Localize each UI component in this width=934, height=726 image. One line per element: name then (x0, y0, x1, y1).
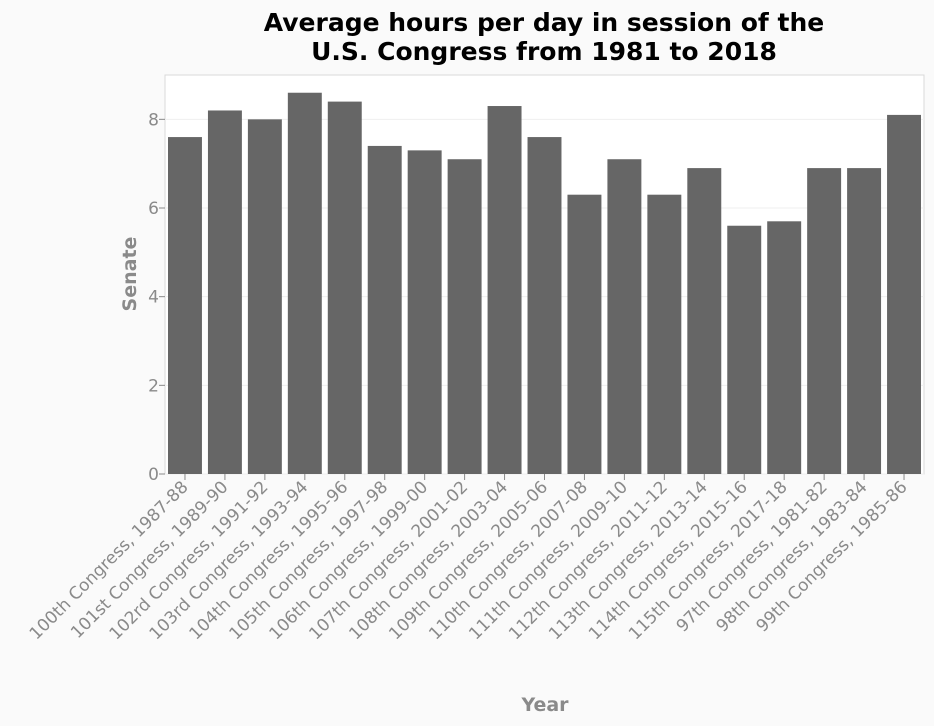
bar (807, 168, 842, 474)
bar (647, 194, 682, 474)
y-tick-label: 2 (148, 376, 159, 396)
bar (168, 137, 202, 475)
bar (727, 225, 762, 474)
bar (487, 106, 522, 475)
bar (287, 92, 322, 474)
bar (527, 137, 562, 475)
bar (607, 159, 642, 474)
y-tick-label: 0 (148, 465, 159, 485)
y-tick-label: 4 (148, 288, 159, 308)
bar (207, 110, 242, 474)
bar (567, 194, 602, 474)
bar (887, 114, 921, 475)
y-axis-label: Senate (119, 237, 141, 312)
y-tick-label: 8 (148, 110, 159, 130)
chart-title-line-2: U.S. Congress from 1981 to 2018 (311, 37, 777, 66)
bar (767, 221, 802, 474)
x-axis-label: Year (520, 694, 569, 716)
bar (247, 119, 282, 474)
bar (367, 145, 402, 474)
bar (327, 101, 362, 474)
bar (447, 159, 482, 474)
bar (687, 168, 722, 474)
bar (847, 168, 882, 474)
bar (407, 150, 442, 474)
y-tick-label: 6 (148, 199, 159, 219)
chart-title-line-1: Average hours per day in session of the (264, 8, 824, 37)
